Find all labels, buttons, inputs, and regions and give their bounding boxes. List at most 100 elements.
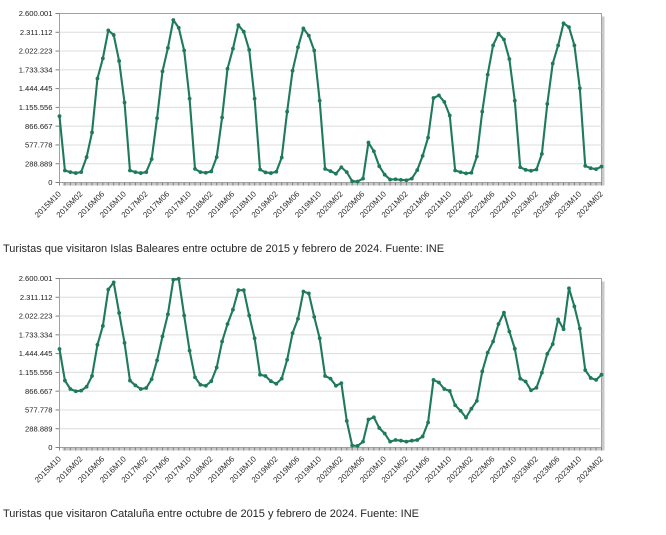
- y-axis-label: 2.022.223: [19, 47, 53, 56]
- y-axis-label: 1.444.445: [19, 84, 53, 93]
- data-point-marker: [399, 438, 403, 443]
- data-point-marker: [334, 383, 338, 388]
- data-point-marker: [95, 76, 100, 81]
- data-point-marker: [203, 170, 208, 175]
- data-point-marker: [344, 418, 349, 423]
- data-point-marker: [469, 406, 474, 411]
- data-point-marker: [209, 379, 214, 384]
- data-point-marker: [274, 169, 279, 174]
- data-point-marker: [166, 46, 170, 50]
- data-point-marker: [138, 387, 143, 391]
- data-point-marker: [572, 304, 577, 309]
- data-point-marker: [166, 312, 170, 317]
- cataluna-line-chart: 2.600.001 2.311.112 2.022.223 1.733.334 1.44…: [19, 274, 606, 484]
- baleares-line-chart: 2.600.001 2.311.112 2.022.223 1.733.334 1.44…: [19, 9, 606, 219]
- data-point-marker: [442, 387, 447, 391]
- data-point-marker: [144, 386, 149, 390]
- data-point-marker: [507, 329, 512, 334]
- data-point-marker: [529, 168, 533, 173]
- data-point-marker: [149, 157, 154, 162]
- data-point-marker: [458, 170, 463, 175]
- data-point-marker: [437, 93, 441, 98]
- data-point-marker: [474, 399, 479, 403]
- data-point-marker: [409, 438, 414, 443]
- data-point-marker: [545, 352, 550, 356]
- data-point-marker: [350, 179, 355, 184]
- data-point-marker: [79, 170, 84, 175]
- data-point-marker: [252, 336, 257, 341]
- data-point-marker: [447, 113, 452, 118]
- data-point-marker: [415, 168, 420, 173]
- data-point-marker: [523, 379, 528, 384]
- data-point-marker: [415, 438, 420, 442]
- data-point-marker: [480, 109, 485, 114]
- data-point-marker: [371, 415, 376, 420]
- data-point-marker: [220, 339, 225, 344]
- y-axis-label: 1.733.334: [19, 330, 53, 339]
- data-point-marker: [339, 165, 344, 170]
- data-point-marker: [442, 100, 447, 104]
- data-point-marker: [556, 317, 561, 322]
- data-point-marker: [263, 170, 268, 175]
- y-axis-label: 288.889: [25, 424, 52, 433]
- data-point-marker: [231, 307, 235, 312]
- y-axis-label: 866.667: [25, 387, 52, 396]
- gridlines: [59, 296, 602, 430]
- data-point-marker: [198, 170, 203, 175]
- y-axis-label: 866.667: [25, 122, 52, 131]
- baleares-caption: Turistas que visitaron Islas Baleares en…: [3, 243, 445, 255]
- data-point-marker: [328, 169, 333, 174]
- data-point-marker: [73, 171, 78, 175]
- data-point-marker: [68, 387, 73, 391]
- y-axis-label: 1.155.556: [19, 368, 53, 377]
- data-point-marker: [57, 114, 62, 119]
- data-point-marker: [404, 439, 409, 444]
- data-point-marker: [79, 388, 84, 393]
- data-point-marker: [361, 439, 365, 444]
- y-axis-label: 2.600.001: [19, 274, 53, 283]
- data-point-marker: [182, 313, 187, 318]
- data-point-marker: [355, 443, 360, 448]
- y-axis-label: 0: [48, 443, 52, 452]
- data-point-marker: [539, 152, 544, 156]
- data-point-marker: [128, 168, 132, 173]
- data-point-marker: [95, 342, 100, 347]
- data-point-marker: [567, 25, 571, 30]
- data-point-marker: [577, 326, 582, 331]
- plot-area: [59, 13, 602, 183]
- data-point-marker: [485, 350, 490, 355]
- data-point-marker: [534, 167, 539, 172]
- data-point-marker: [117, 311, 122, 315]
- data-point-marker: [426, 135, 430, 140]
- data-point-marker: [518, 165, 523, 170]
- data-point-marker: [57, 347, 62, 351]
- data-point-marker: [507, 57, 512, 61]
- data-point-marker: [198, 382, 203, 387]
- data-point-marker: [63, 168, 67, 173]
- data-point-marker: [117, 59, 122, 63]
- data-point-marker: [561, 21, 566, 26]
- data-point-marker: [588, 166, 593, 171]
- data-point-marker: [171, 277, 176, 282]
- data-point-marker: [209, 169, 214, 174]
- data-point-marker: [464, 415, 468, 420]
- data-point-marker: [393, 438, 398, 442]
- data-point-marker: [274, 381, 279, 386]
- data-point-marker: [296, 45, 300, 50]
- data-point-marker: [155, 358, 159, 363]
- data-point-marker: [176, 25, 181, 30]
- data-point-marker: [133, 383, 138, 388]
- y-axis-label: 1.733.334: [19, 65, 53, 74]
- data-point-marker: [420, 434, 425, 439]
- data-point-marker: [431, 96, 436, 100]
- data-point-marker: [323, 374, 327, 378]
- data-point-marker: [339, 381, 344, 386]
- data-point-marker: [187, 96, 192, 101]
- data-point-marker: [599, 164, 604, 169]
- data-point-marker: [534, 385, 539, 390]
- data-point-marker: [160, 69, 165, 74]
- y-axis-label: 2.600.001: [19, 9, 53, 18]
- data-point-marker: [344, 170, 349, 175]
- data-point-marker: [496, 322, 501, 326]
- data-point-marker: [447, 389, 452, 393]
